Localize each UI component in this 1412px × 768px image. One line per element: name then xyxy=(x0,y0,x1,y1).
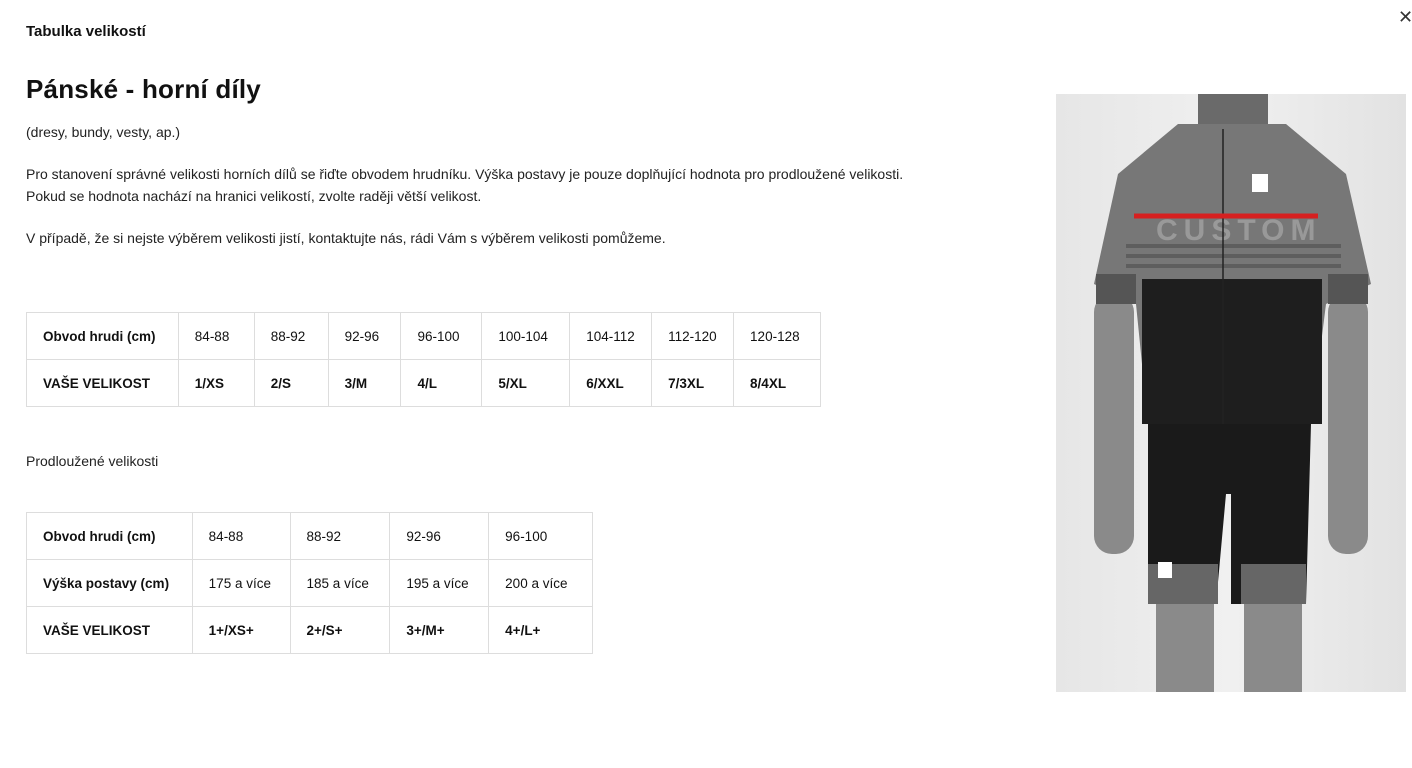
shorts xyxy=(1148,424,1311,604)
row-header: Obvod hrudi (cm) xyxy=(26,512,193,560)
cyclist-illustration: CUSTOM xyxy=(1094,94,1371,692)
table-cell: 5/XL xyxy=(481,359,571,407)
table-cell: 120-128 xyxy=(733,312,821,360)
product-photo: CUSTOM xyxy=(1056,94,1406,692)
row-header: Výška postavy (cm) xyxy=(26,559,193,607)
table-cell: 88-92 xyxy=(289,512,391,560)
table-cell: 96-100 xyxy=(400,312,483,360)
extended-size-table: Obvod hrudi (cm) 84-88 88-92 92-96 96-10… xyxy=(26,512,593,654)
table-cell: 4+/L+ xyxy=(488,606,593,654)
table-cell: 2/S xyxy=(253,359,329,407)
table-cell: 92-96 xyxy=(389,512,490,560)
close-icon[interactable]: ✕ xyxy=(1398,7,1412,27)
subtitle: (dresy, bundy, vesty, ap.) xyxy=(26,124,181,140)
table-cell: 96-100 xyxy=(488,512,593,560)
jersey-text: CUSTOM xyxy=(1156,214,1321,247)
modal-title: Tabulka velikostí xyxy=(26,23,146,40)
table-row: Obvod hrudi (cm) 84-88 88-92 92-96 96-10… xyxy=(26,312,821,360)
left-leg xyxy=(1156,604,1214,692)
table-cell: 1/XS xyxy=(177,359,255,407)
left-arm xyxy=(1094,294,1134,554)
table-cell: 8/4XL xyxy=(733,359,821,407)
table-cell: 112-120 xyxy=(651,312,735,360)
table-cell: 2+/S+ xyxy=(289,606,391,654)
table-cell: 84-88 xyxy=(177,312,255,360)
right-leg xyxy=(1244,604,1302,692)
table-cell: 1+/XS+ xyxy=(191,606,291,654)
table-cell: 104-112 xyxy=(569,312,653,360)
table-row: VAŠE VELIKOST 1+/XS+ 2+/S+ 3+/M+ 4+/L+ xyxy=(26,606,593,654)
table-cell: 4/L xyxy=(400,359,483,407)
table-cell: 185 a více xyxy=(289,559,391,607)
sleeve-band-right xyxy=(1328,274,1368,304)
row-header: VAŠE VELIKOST xyxy=(26,606,193,654)
table-row: Obvod hrudi (cm) 84-88 88-92 92-96 96-10… xyxy=(26,512,593,560)
table-cell: 3/M xyxy=(327,359,402,407)
leg-band-right xyxy=(1241,564,1306,604)
table-cell: 200 a více xyxy=(488,559,593,607)
table-cell: 100-104 xyxy=(481,312,571,360)
table-row: Výška postavy (cm) 175 a více 185 a více… xyxy=(26,559,593,607)
table-cell: 195 a více xyxy=(389,559,490,607)
row-header: VAŠE VELIKOST xyxy=(26,359,179,407)
jersey-lower xyxy=(1142,279,1322,424)
intro-line-2: Pokud se hodnota nachází na hranici veli… xyxy=(26,188,482,204)
contact-note: V případě, že si nejste výběrem velikost… xyxy=(26,230,666,246)
extended-sizes-label: Prodloužené velikosti xyxy=(26,453,159,469)
size-table: Obvod hrudi (cm) 84-88 88-92 92-96 96-10… xyxy=(26,312,821,407)
table-cell: 6/XXL xyxy=(569,359,653,407)
row-header: Obvod hrudi (cm) xyxy=(26,312,179,360)
right-arm xyxy=(1328,294,1368,554)
table-cell: 88-92 xyxy=(253,312,329,360)
intro-line-1: Pro stanovení správné velikosti horních … xyxy=(26,166,904,182)
page-title: Pánské - horní díly xyxy=(26,74,261,104)
table-cell: 84-88 xyxy=(191,512,291,560)
table-cell: 3+/M+ xyxy=(389,606,490,654)
table-cell: 175 a více xyxy=(191,559,291,607)
logo-icon xyxy=(1252,174,1268,192)
sleeve-band-left xyxy=(1096,274,1136,304)
table-row: VAŠE VELIKOST 1/XS 2/S 3/M 4/L 5/XL 6/XX… xyxy=(26,359,821,407)
shorts-logo-icon xyxy=(1158,562,1172,578)
table-cell: 7/3XL xyxy=(651,359,735,407)
table-cell: 92-96 xyxy=(327,312,402,360)
jersey-stripes xyxy=(1126,244,1341,268)
